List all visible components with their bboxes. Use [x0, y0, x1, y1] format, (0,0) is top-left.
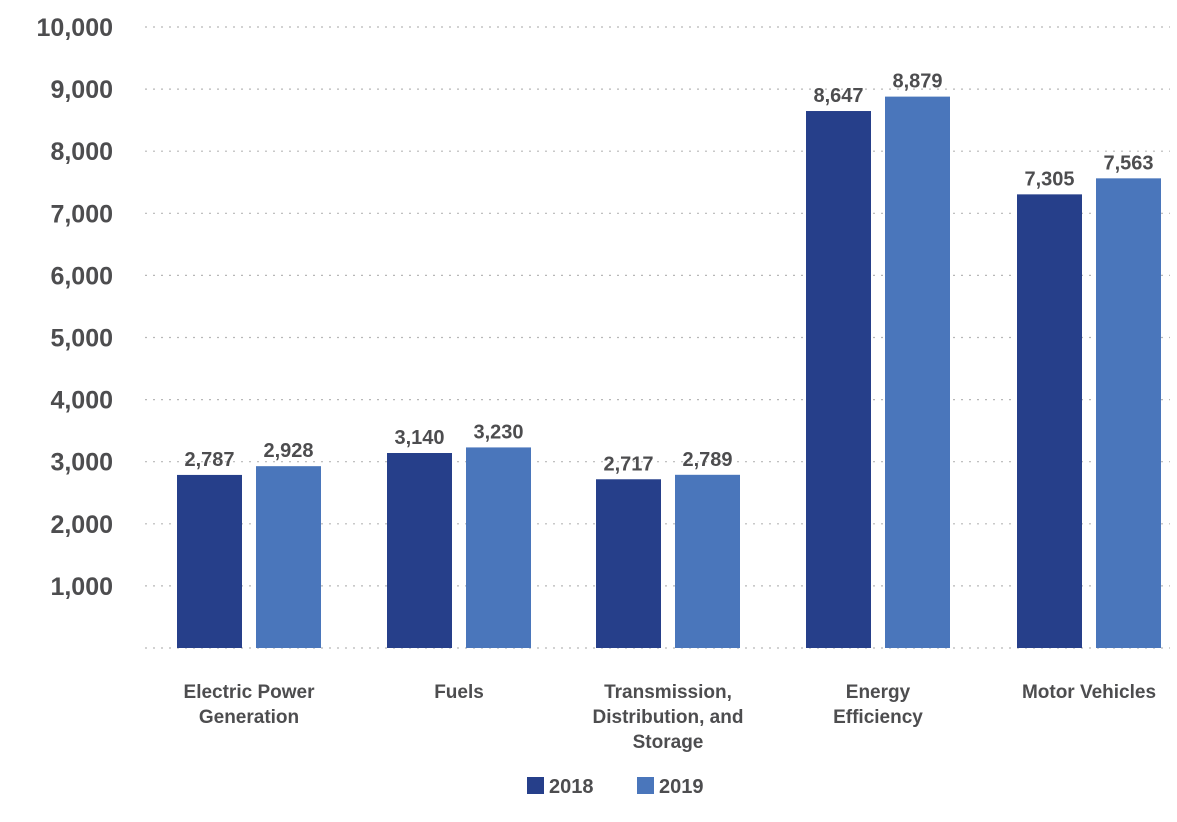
bar-2019-0	[256, 466, 321, 648]
y-tick-label: 4,000	[50, 387, 113, 415]
data-label: 7,563	[1103, 152, 1153, 174]
data-label: 2,787	[184, 449, 234, 471]
data-label: 2,789	[682, 449, 732, 471]
y-tick-label: 8,000	[50, 138, 113, 166]
bar-2018-3	[806, 111, 871, 648]
y-tick-label: 9,000	[50, 76, 113, 104]
data-label: 8,879	[892, 71, 942, 93]
y-tick-label: 10,000	[37, 14, 113, 42]
legend-label-2018: 2018	[549, 776, 594, 798]
x-category-label: Motor Vehicles	[1022, 682, 1156, 703]
bar-2018-1	[387, 453, 452, 648]
data-label: 2,717	[603, 453, 653, 475]
y-axis-tick-labels: 1,000 2,000 3,000 4,000 5,000 6,000 7,000 8,000…	[37, 14, 113, 601]
y-tick-label: 3,000	[50, 449, 113, 477]
x-category-label: Fuels	[434, 682, 484, 703]
x-category-label: Energy	[846, 682, 911, 703]
bar-2019-3	[885, 96, 950, 649]
x-category-label: Transmission,	[604, 682, 732, 703]
bar-2018-0	[177, 474, 242, 648]
data-label: 3,230	[473, 421, 523, 443]
x-axis-category-labels: Electric Power Generation Fuels Transmissio…	[184, 682, 1157, 753]
y-tick-label: 1,000	[50, 573, 113, 601]
bar-2018-2	[596, 479, 661, 648]
data-label: 3,140	[394, 427, 444, 449]
x-category-label: Storage	[633, 732, 704, 753]
x-category-label: Generation	[199, 707, 299, 728]
y-tick-label: 7,000	[50, 200, 113, 228]
data-label: 8,647	[813, 85, 863, 107]
data-labels: 2,787 2,928 3,140 3,230 2,717 2,789 8,647 8,879…	[184, 71, 1153, 476]
legend-swatch-2019	[637, 777, 654, 794]
bar-2019-1	[466, 447, 531, 648]
data-label: 2,928	[263, 440, 313, 462]
x-category-label: Electric Power	[184, 682, 316, 703]
legend-swatch-2018	[527, 777, 544, 794]
bar-2019-4	[1096, 178, 1161, 648]
legend-label-2019: 2019	[659, 776, 704, 798]
data-label: 7,305	[1024, 168, 1074, 190]
y-tick-label: 2,000	[50, 511, 113, 539]
x-category-label: Efficiency	[833, 707, 923, 728]
bar-2018-4	[1017, 194, 1082, 648]
bars	[177, 96, 1161, 649]
legend: 2018 2019	[527, 776, 704, 798]
bar-2019-2	[675, 474, 740, 648]
y-tick-label: 5,000	[50, 325, 113, 353]
x-category-label: Distribution, and	[593, 707, 744, 728]
y-tick-label: 6,000	[50, 262, 113, 290]
